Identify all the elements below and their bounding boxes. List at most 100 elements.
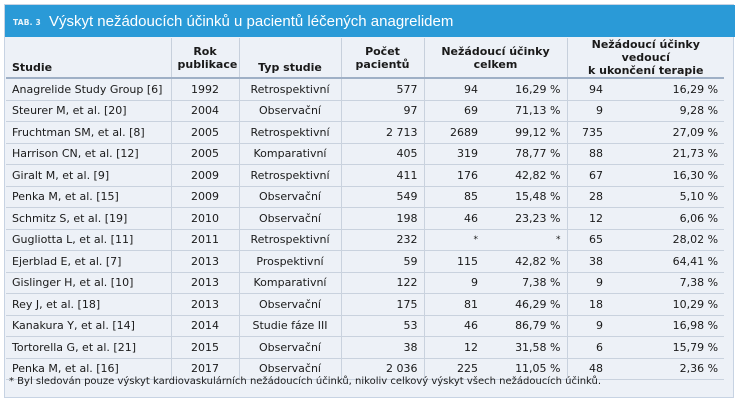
cell-discontinuation-percent: 9,28 % xyxy=(609,100,725,122)
cell-ae-count: 85 xyxy=(423,186,484,208)
cell-year: 2011 xyxy=(170,229,239,251)
cell-patients: 59 xyxy=(340,250,424,273)
cell-patients: 2 036 xyxy=(340,358,424,380)
cell-ae-percent: 71,13 % xyxy=(484,100,568,122)
cell-ae-percent: 7,38 % xyxy=(484,272,568,294)
header-patients: Počet pacientů xyxy=(340,38,424,79)
cell-study: Fruchtman SM, et al. [8] xyxy=(6,121,171,144)
cell-ae-percent: 16,29 % xyxy=(484,78,568,101)
table-footnote: * Byl sledován pouze výskyt kardiovaskul… xyxy=(9,376,602,387)
table-title: Výskyt nežádoucích účinků u pacientů léč… xyxy=(48,12,454,30)
cell-ae-count: 9 xyxy=(423,272,484,294)
header-adverse-events: Nežádoucí účinky celkem xyxy=(423,38,568,79)
cell-study-type: Observační xyxy=(238,358,341,380)
table-number: TAB. 3 xyxy=(13,17,41,27)
cell-study-type: Retrospektivní xyxy=(238,121,341,144)
cell-year: 2013 xyxy=(170,293,239,316)
table-row: Tortorella G, et al. [21] 2015 Observační 3… xyxy=(6,336,725,359)
cell-study: Penka M, et al. [15] xyxy=(6,186,171,208)
table-row: Penka M, et al. [15] 2009 Observační 549 85 1… xyxy=(6,186,725,208)
cell-year: 2009 xyxy=(170,186,239,208)
cell-ae-percent: 23,23 % xyxy=(484,207,568,230)
cell-study: Penka M, et al. [16] xyxy=(6,358,171,380)
table-row: Giralt M, et al. [9] 2009 Retrospektivní 41… xyxy=(6,164,725,187)
header-year: Rok publikace xyxy=(170,38,239,79)
cell-ae-count: 115 xyxy=(423,250,484,273)
cell-ae-count: 2689 xyxy=(423,121,484,144)
cell-year: 2015 xyxy=(170,336,239,359)
cell-ae-count: * xyxy=(423,229,484,251)
cell-ae-count: 176 xyxy=(423,164,484,187)
cell-ae-count: 225 xyxy=(423,358,484,380)
cell-discontinuation-percent: 16,30 % xyxy=(609,164,725,187)
cell-ae-percent: 11,05 % xyxy=(484,358,568,380)
cell-study: Tortorella G, et al. [21] xyxy=(6,336,171,359)
table-row: Rey J, et al. [18] 2013 Observační 175 81 46,… xyxy=(6,293,725,316)
cell-year: 2017 xyxy=(170,358,239,380)
cell-patients: 38 xyxy=(340,336,424,359)
cell-patients: 577 xyxy=(340,78,424,101)
cell-discontinuation-percent: 15,79 % xyxy=(609,336,725,359)
cell-patients: 411 xyxy=(340,164,424,187)
cell-ae-count: 12 xyxy=(423,336,484,359)
cell-patients: 2 713 xyxy=(340,121,424,144)
cell-discontinuation-count: 9 xyxy=(566,272,610,294)
cell-discontinuation-count: 9 xyxy=(566,315,610,337)
cell-ae-count: 94 xyxy=(423,78,484,101)
cell-ae-count: 46 xyxy=(423,207,484,230)
cell-discontinuation-count: 48 xyxy=(566,358,610,380)
cell-patients: 198 xyxy=(340,207,424,230)
cell-ae-percent: 78,77 % xyxy=(484,143,568,165)
cell-discontinuation-percent: 10,29 % xyxy=(609,293,725,316)
cell-discontinuation-count: 38 xyxy=(566,250,610,273)
cell-ae-percent: 99,12 % xyxy=(484,121,568,144)
cell-discontinuation-percent: 16,29 % xyxy=(609,78,725,101)
cell-year: 2013 xyxy=(170,250,239,273)
table-row: Penka M, et al. [16] 2017 Observační 2 036 2… xyxy=(6,358,725,380)
cell-study: Gislinger H, et al. [10] xyxy=(6,272,171,294)
cell-ae-percent: 15,48 % xyxy=(484,186,568,208)
cell-year: 2005 xyxy=(170,121,239,144)
cell-discontinuation-percent: 16,98 % xyxy=(609,315,725,337)
header-type: Typ studie xyxy=(238,38,341,79)
cell-year: 2009 xyxy=(170,164,239,187)
cell-patients: 122 xyxy=(340,272,424,294)
cell-study-type: Prospektivní xyxy=(238,250,341,273)
adverse-events-table: Studie Rok publikace Typ studie Počet paci… xyxy=(6,38,725,380)
header-study: Studie xyxy=(6,38,171,79)
cell-discontinuation-percent: 2,36 % xyxy=(609,358,725,380)
table-header-row: Studie Rok publikace Typ studie Počet paci… xyxy=(6,38,725,79)
table-row: Schmitz S, et al. [19] 2010 Observační 198 4… xyxy=(6,207,725,230)
cell-ae-count: 319 xyxy=(423,143,484,165)
cell-discontinuation-percent: 6,06 % xyxy=(609,207,725,230)
cell-ae-percent: 42,82 % xyxy=(484,164,568,187)
cell-study-type: Observační xyxy=(238,186,341,208)
cell-study-type: Komparativní xyxy=(238,272,341,294)
cell-discontinuation-percent: 7,38 % xyxy=(609,272,725,294)
cell-ae-count: 69 xyxy=(423,100,484,122)
cell-study: Ejerblad E, et al. [7] xyxy=(6,250,171,273)
table-row: Harrison CN, et al. [12] 2005 Komparativní… xyxy=(6,143,725,165)
cell-discontinuation-percent: 64,41 % xyxy=(609,250,725,273)
table-row: Steurer M, et al. [20] 2004 Observační 97 69… xyxy=(6,100,725,122)
cell-year: 2004 xyxy=(170,100,239,122)
header-adverse-events-discontinuation: Nežádoucí účinky vedoucí k ukončení terap… xyxy=(566,38,725,79)
cell-discontinuation-count: 735 xyxy=(566,121,610,144)
cell-discontinuation-percent: 5,10 % xyxy=(609,186,725,208)
cell-study: Giralt M, et al. [9] xyxy=(6,164,171,187)
table-row: Fruchtman SM, et al. [8] 2005 Retrospektiv… xyxy=(6,121,725,144)
cell-ae-percent: 42,82 % xyxy=(484,250,568,273)
cell-discontinuation-count: 12 xyxy=(566,207,610,230)
cell-study-type: Retrospektivní xyxy=(238,78,341,101)
cell-year: 1992 xyxy=(170,78,239,101)
cell-study-type: Retrospektivní xyxy=(238,164,341,187)
cell-year: 2014 xyxy=(170,315,239,337)
cell-patients: 175 xyxy=(340,293,424,316)
table-title-bar: TAB. 3 Výskyt nežádoucích účinků u pacie… xyxy=(5,5,735,37)
cell-patients: 53 xyxy=(340,315,424,337)
cell-patients: 405 xyxy=(340,143,424,165)
table-row: Anagrelide Study Group [6] 1992 Retrospekt… xyxy=(6,78,725,101)
table-row: Gislinger H, et al. [10] 2013 Komparativní… xyxy=(6,272,725,294)
cell-patients: 549 xyxy=(340,186,424,208)
cell-ae-percent: 46,29 % xyxy=(484,293,568,316)
